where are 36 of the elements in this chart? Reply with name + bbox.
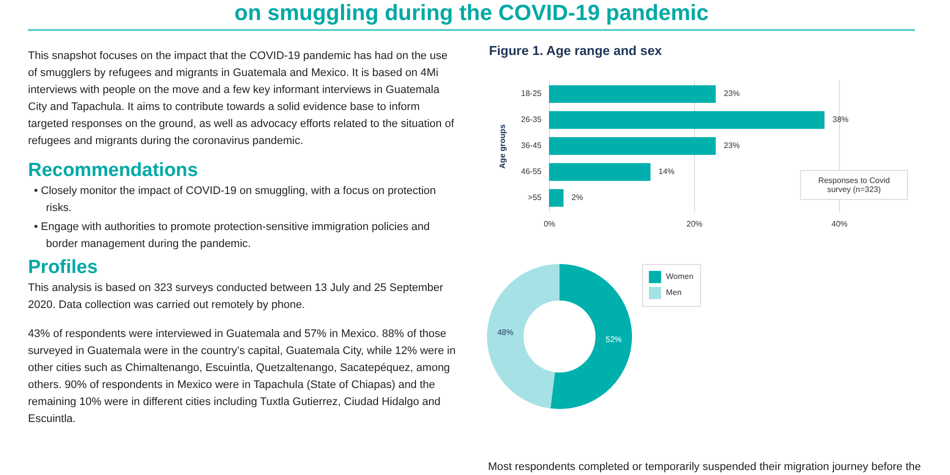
text: This snapshot focuses on the impact that the COVID-19 pandemic has had on the use of smugglers by refugees and migrants in Guatemala and Mexico. It is based on 4Mi interviews with people on the move and a few key informant interviews in Guatemala City and Tapachula. It aims to contribute towards a solid evidence base to inform targeted responses on the ground, as well as advocacy efforts related to the situation of refugees and migrants during the coronavirus pandemic. (28, 49, 456, 149)
bar (549, 163, 650, 181)
bar (549, 137, 716, 155)
legend-label: Men (666, 288, 682, 297)
donut-slice (487, 264, 560, 408)
text: Recommendations (28, 160, 199, 181)
y-tick-label: 26-35 (521, 115, 542, 124)
legend-label: Women (666, 272, 694, 281)
y-axis-title: Age groups (498, 124, 508, 169)
chart-title: Figure 1. Age range and sex (489, 43, 663, 58)
data-label: 2% (572, 192, 584, 202)
y-tick-label: >55 (528, 192, 542, 202)
data-label: 14% (658, 166, 675, 176)
y-tick-label: 46-55 (521, 166, 542, 176)
data-label: 48% (497, 328, 514, 338)
text: on smuggling during the COVID-19 pandemic (28, 0, 915, 31)
text: 43% of respondents were interviewed in Guatemala and 57% in Mexico. 88% of those surveyed in Guatemala were in the country’s capital, Guatemala City, while 12% were in other cities such as Chimaltenango, Escuintla, Quetzaltenango, Sacatepéquez, among others. 90% of respondents in Mexico were in Tapachula (State of Chiapas) and the remaining 10% were in different cities including Tuxtla Gutierrez, Ciudad Hidalgo and Escuintla. (28, 327, 456, 427)
x-tick-label: 40% (831, 220, 848, 228)
donut-slice (550, 264, 632, 409)
text: • Engage with authorities to promote protection-sensitive immigration policies and border management during the pandemic. (34, 220, 431, 252)
y-tick-label: 18-25 (521, 89, 542, 98)
text: Most respondents completed or temporarily suspended their migration journey before the (488, 461, 921, 473)
text: Profiles (28, 257, 99, 278)
data-label: 38% (832, 115, 849, 124)
bar (549, 111, 824, 129)
x-tick-label: 20% (686, 220, 703, 228)
data-label: 23% (724, 141, 740, 150)
text: • Closely monitor the impact of COVID-19 on smuggling, with a focus on protection risks. (34, 184, 437, 216)
data-label: 23% (724, 89, 740, 98)
bar (549, 85, 716, 103)
y-tick-label: 36-45 (521, 141, 542, 150)
x-tick-label: 0% (544, 220, 556, 228)
text: This analysis is based on 323 surveys conducted between 13 July and 25 September 2020. Data collection was carried out remotely by phone. (28, 281, 444, 313)
data-label: 52% (606, 334, 622, 344)
bar (549, 189, 564, 207)
text-box: Responses to Covid survey (n=323) (800, 170, 908, 200)
